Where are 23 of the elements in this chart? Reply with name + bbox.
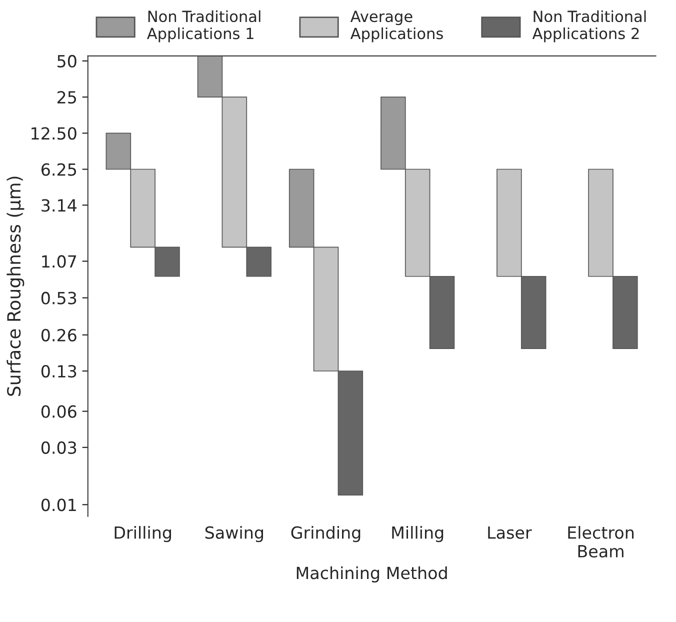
- y-tick-label: 12.50: [32, 127, 76, 140]
- legend-label: Non Traditional Applications 1: [147, 10, 260, 42]
- x-tick-label: Grinding: [291, 526, 360, 542]
- x-tick-label: Electron Beam: [568, 526, 634, 558]
- y-tick-label: 0.13: [41, 364, 76, 378]
- y-tick-label: 1.07: [42, 255, 76, 268]
- y-tick-label: 0.01: [41, 498, 76, 512]
- x-tick-label: Sawing: [205, 526, 264, 542]
- x-tick-label: Milling: [392, 526, 444, 542]
- legend-label: Average Applications: [350, 10, 443, 42]
- legend-label: Non Traditional Applications 2: [532, 10, 646, 42]
- y-tick-label: 6.25: [42, 163, 76, 176]
- x-tick-label: Drilling: [114, 526, 171, 542]
- y-axis-title: Surface Roughness (µm): [6, 176, 24, 396]
- y-tick-label: 25: [57, 91, 76, 104]
- y-tick-label: 0.26: [41, 328, 76, 342]
- y-tick-label: 0.53: [41, 292, 76, 304]
- x-axis-title: Machining Method: [296, 566, 447, 582]
- x-tick-label: Laser: [488, 526, 532, 539]
- y-tick-label: 0.03: [41, 441, 76, 454]
- y-tick-label: 3.14: [42, 199, 77, 212]
- y-tick-label: 0.06: [41, 405, 76, 418]
- y-tick-label: 50: [58, 54, 76, 68]
